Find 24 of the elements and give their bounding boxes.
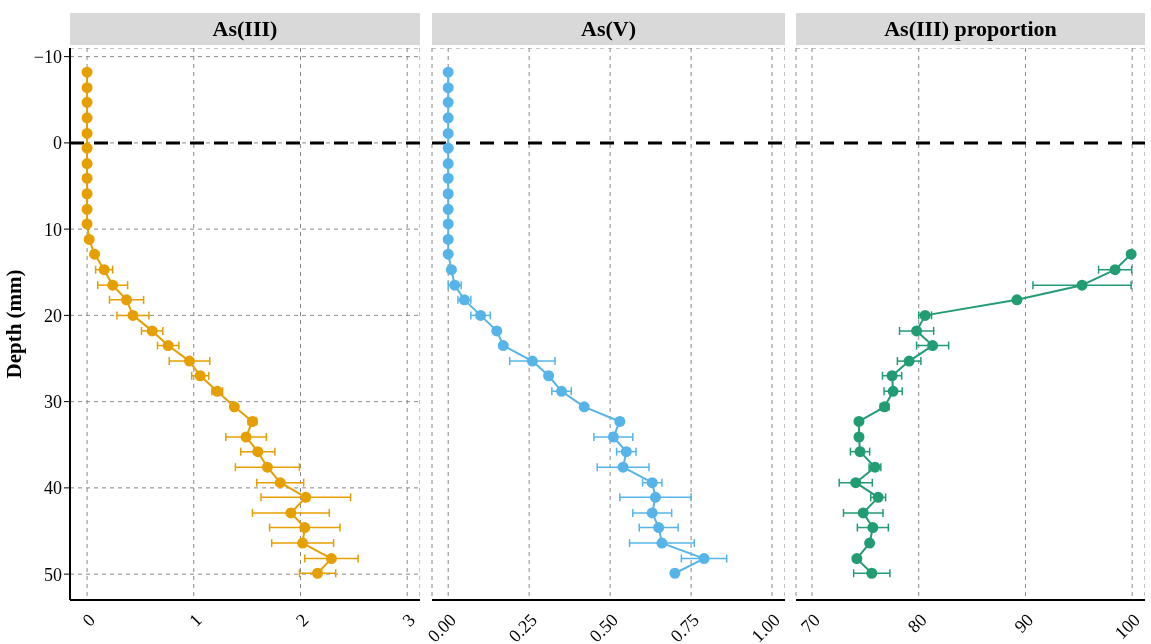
x-tick-label: 100 [1110, 609, 1145, 643]
x-tick-label: 0.00 [423, 609, 461, 644]
x-tick-label: 3 [398, 609, 420, 631]
y-tick-label: 50 [44, 564, 62, 585]
x-tick-label: 2 [291, 609, 313, 631]
x-tick-label: 1 [185, 609, 206, 631]
chart-title: As(III) proportion [796, 13, 1145, 45]
chart-title: As(III) [70, 13, 420, 45]
y-tick-label: 0 [53, 133, 62, 154]
x-tick-label: 1.00 [747, 609, 784, 644]
x-tick-label: 70 [797, 609, 824, 637]
x-tick-label: 0 [78, 609, 99, 631]
y-axis-title: Depth (mm) [2, 269, 27, 379]
y-tick-label: −10 [33, 47, 62, 68]
x-tick-label: 0.50 [585, 609, 622, 644]
x-tick-label: 80 [903, 609, 931, 637]
x-tick-label: 90 [1010, 609, 1038, 637]
x-tick-label: 0.75 [666, 609, 703, 644]
y-tick-label: 20 [44, 305, 62, 326]
y-tick-label: 30 [44, 392, 62, 413]
y-tick-label: 10 [44, 219, 62, 240]
x-tick-label: 0.25 [504, 609, 542, 644]
y-tick-label: 40 [44, 478, 62, 499]
chart-title: As(V) [432, 13, 785, 45]
